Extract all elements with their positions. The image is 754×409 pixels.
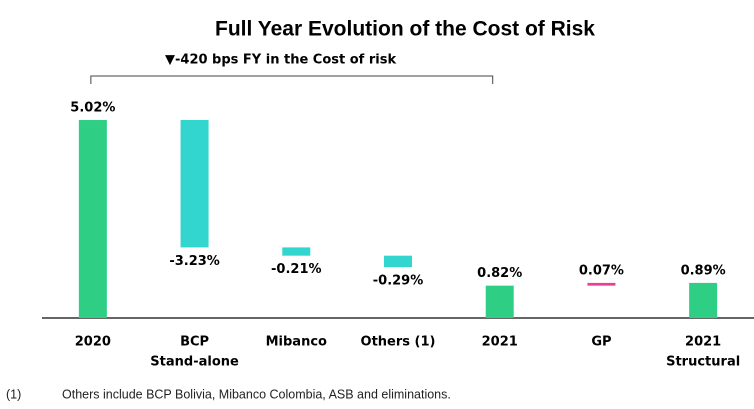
- value-label: 0.07%: [579, 263, 624, 278]
- x-tick-label: 2021: [685, 335, 721, 350]
- value-label: -3.23%: [169, 254, 220, 269]
- annotation: ▼-420 bps FY in the Cost of risk: [165, 53, 396, 68]
- value-label: 0.82%: [477, 266, 522, 281]
- footnote-marker: (1): [6, 387, 21, 401]
- x-tick-label: 2020: [75, 335, 111, 350]
- x-tick-label: Others (1): [361, 335, 436, 350]
- x-tick-label: 2021: [482, 335, 518, 350]
- value-label: 0.89%: [681, 263, 726, 278]
- bar: [282, 247, 311, 256]
- bar: [180, 120, 209, 248]
- bar: [384, 255, 412, 268]
- annotation-bracket: [90, 75, 494, 84]
- footnote-text: Others include BCP Bolivia, Mibanco Colo…: [62, 387, 451, 401]
- x-tick-label: Structural: [666, 355, 740, 370]
- x-tick-label: BCP: [180, 335, 209, 350]
- chart-title: Full Year Evolution of the Cost of Risk: [215, 18, 595, 41]
- bar: [587, 282, 616, 286]
- x-tick-label: Stand-alone: [150, 355, 239, 370]
- bar: [689, 282, 718, 318]
- value-label: -0.21%: [271, 262, 322, 277]
- value-label: 5.02%: [70, 101, 115, 116]
- value-label: -0.29%: [373, 274, 424, 289]
- bar: [78, 120, 107, 318]
- x-tick-label: Mibanco: [266, 335, 327, 350]
- x-tick-label: GP: [591, 335, 611, 350]
- bar: [485, 285, 514, 318]
